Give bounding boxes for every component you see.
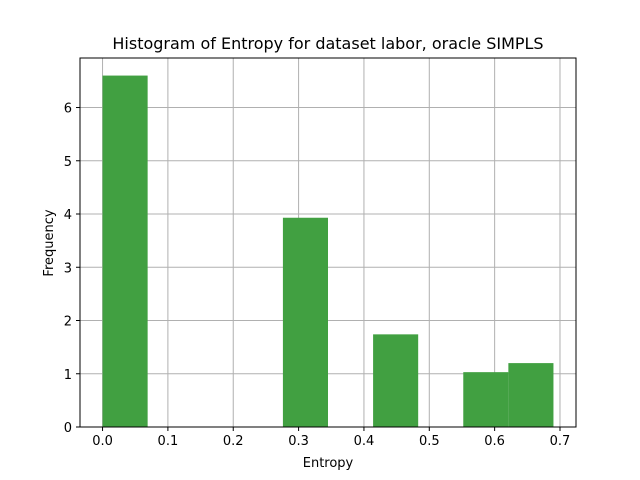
histogram-bar bbox=[463, 372, 509, 427]
histogram-bar bbox=[373, 334, 419, 427]
x-tick-label: 0.0 bbox=[92, 434, 113, 449]
x-tick-label: 0.6 bbox=[484, 434, 505, 449]
plot-area-frame bbox=[79, 57, 577, 428]
chart-title: Histogram of Entropy for dataset labor, … bbox=[112, 34, 543, 53]
x-tick-label: 0.2 bbox=[223, 434, 244, 449]
x-tick-label: 0.5 bbox=[419, 434, 440, 449]
histogram-bar bbox=[282, 217, 328, 427]
histogram-bar bbox=[508, 363, 554, 427]
y-axis-label: Frequency bbox=[42, 209, 57, 276]
x-tick-label: 0.7 bbox=[550, 434, 571, 449]
y-tick-label: 5 bbox=[64, 155, 72, 170]
y-tick-label: 6 bbox=[64, 102, 72, 117]
y-axis-ticks: 0 1 2 3 4 5 6 bbox=[64, 102, 80, 436]
y-tick-label: 3 bbox=[64, 261, 72, 276]
y-tick-label: 1 bbox=[64, 368, 72, 383]
bars bbox=[102, 75, 554, 428]
x-tick-label: 0.3 bbox=[288, 434, 309, 449]
y-tick-label: 4 bbox=[64, 208, 72, 223]
x-tick-label: 0.1 bbox=[158, 434, 179, 449]
x-tick-label: 0.4 bbox=[354, 434, 375, 449]
x-axis-label: Entropy bbox=[303, 456, 354, 471]
histogram-bar bbox=[102, 75, 148, 428]
x-axis-ticks: 0.0 0.1 0.2 0.3 0.4 0.5 0.6 0.7 bbox=[92, 427, 570, 449]
y-tick-label: 0 bbox=[64, 421, 72, 436]
y-tick-label: 2 bbox=[64, 315, 72, 330]
